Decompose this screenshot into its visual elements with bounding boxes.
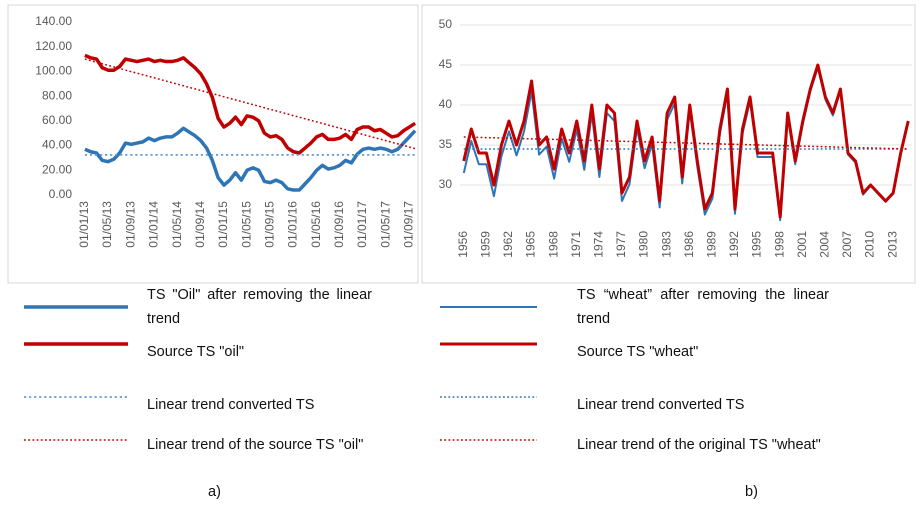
x-tick-label: 01/05/15	[239, 201, 253, 248]
x-tick-label: 01/05/17	[378, 201, 392, 248]
caption: b)	[745, 484, 758, 500]
x-tick-label: 1992	[727, 231, 741, 258]
y-tick-label: 45	[439, 57, 453, 71]
y-tick-label: 30	[439, 177, 453, 191]
x-tick-label: 1974	[592, 231, 606, 258]
x-tick-label: 1998	[772, 231, 786, 258]
x-tick-label: 1995	[750, 231, 764, 258]
x-tick-label: 1983	[659, 231, 673, 258]
y-tick-label: 40.00	[42, 138, 72, 152]
y-tick-label: 50	[439, 17, 453, 31]
x-tick-label: 1980	[637, 231, 651, 258]
x-tick-label: 2013	[885, 231, 899, 258]
y-tick-label: 80.00	[42, 88, 72, 102]
x-tick-label: 2010	[863, 231, 877, 258]
x-tick-label: 01/09/16	[332, 201, 346, 248]
x-tick-label: 2007	[840, 231, 854, 258]
legend-label: Linear trend of the original TS "wheat"	[577, 437, 821, 453]
series-line	[84, 126, 417, 192]
y-tick-label: 60.00	[42, 113, 72, 127]
x-tick-label: 01/09/14	[193, 201, 207, 248]
x-tick-label: 1968	[546, 231, 560, 258]
legend-label: Source TS "oil"	[147, 344, 245, 360]
x-tick-label: 01/01/16	[286, 201, 300, 248]
series-line	[84, 58, 416, 150]
y-tick-label: 0.00	[49, 187, 73, 201]
y-tick-label: 20.00	[42, 162, 72, 176]
x-tick-label: 1986	[682, 231, 696, 258]
y-tick-label: 35	[439, 137, 453, 151]
series-line	[463, 136, 909, 150]
x-tick-label: 01/01/15	[216, 201, 230, 248]
x-tick-label: 1962	[501, 231, 515, 258]
y-tick-label: 40	[439, 97, 453, 111]
x-tick-label: 2001	[795, 231, 809, 258]
legend-label: Linear trend converted TS	[147, 397, 315, 413]
x-tick-label: 01/09/17	[401, 201, 415, 248]
chart-border	[7, 4, 419, 284]
chart-border	[421, 4, 916, 284]
x-tick-label: 01/01/14	[147, 201, 161, 248]
legend-label: TS “wheat” after removing the linear tre…	[577, 287, 829, 327]
x-tick-label: 01/09/15	[262, 201, 276, 248]
x-tick-label: 1977	[614, 231, 628, 258]
y-tick-label: 140.00	[35, 14, 72, 28]
x-tick-label: 1971	[569, 231, 583, 258]
x-tick-label: 1989	[705, 231, 719, 258]
x-tick-label: 01/01/13	[77, 201, 91, 248]
x-tick-label: 1959	[479, 231, 493, 258]
legend-label: Linear trend converted TS	[577, 397, 745, 413]
x-tick-label: 2004	[818, 231, 832, 258]
legend-label: Source TS "wheat"	[577, 344, 699, 360]
legend-label: Linear trend of the source TS "oil"	[147, 437, 364, 453]
y-tick-label: 100.00	[35, 64, 72, 78]
caption: a)	[208, 484, 221, 500]
series-line	[462, 63, 910, 219]
x-tick-label: 01/01/17	[355, 201, 369, 248]
y-tick-label: 120.00	[35, 39, 72, 53]
legend-label: TS "Oil" after removing the linear trend	[147, 287, 372, 327]
x-tick-label: 01/05/16	[309, 201, 323, 248]
x-tick-label: 1956	[456, 231, 470, 258]
series-line	[84, 53, 417, 155]
x-tick-label: 01/05/14	[170, 201, 184, 248]
x-tick-label: 01/05/13	[100, 201, 114, 248]
x-tick-label: 1965	[524, 231, 538, 258]
x-tick-label: 01/09/13	[123, 201, 137, 248]
